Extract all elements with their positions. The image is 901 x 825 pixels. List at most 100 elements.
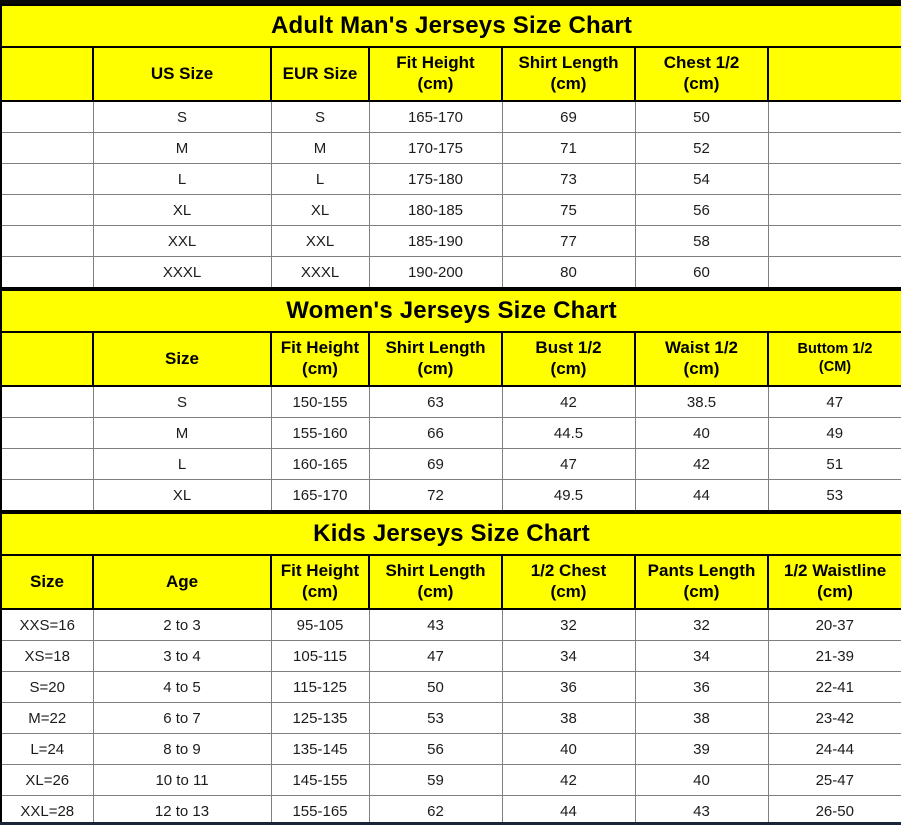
table-cell — [0, 225, 94, 257]
kids-table-title: Kids Jerseys Size Chart — [0, 512, 901, 556]
table-cell: 69 — [368, 448, 503, 480]
table-cell: 63 — [368, 385, 503, 418]
column-header-fit-height: Fit Height (cm) — [270, 331, 370, 387]
table-cell: 20-37 — [767, 608, 901, 641]
table-row: S 150-155 63 42 38.5 47 — [0, 385, 901, 418]
table-cell: M — [92, 417, 272, 449]
table-row: S=20 4 to 5 115-125 50 36 36 22-41 — [0, 671, 901, 703]
table-cell — [767, 194, 901, 226]
table-cell: 150-155 — [270, 385, 370, 418]
table-cell: 8 to 9 — [92, 733, 272, 765]
table-cell: 115-125 — [270, 671, 370, 703]
column-header-bust: Bust 1/2 (cm) — [501, 331, 636, 387]
table-row: XS=18 3 to 4 105-115 47 34 34 21-39 — [0, 640, 901, 672]
kids-size-table: Kids Jerseys Size Chart Size Age Fit Hei… — [0, 512, 901, 822]
table-row: L L 175-180 73 54 — [0, 163, 901, 195]
table-cell: 2 to 3 — [92, 608, 272, 641]
title-row: Women's Jerseys Size Chart — [0, 289, 901, 333]
table-cell: 50 — [368, 671, 503, 703]
table-cell: 34 — [501, 640, 636, 672]
header-row: Size Age Fit Height (cm) Shirt Length (c… — [0, 554, 901, 610]
table-cell: 135-145 — [270, 733, 370, 765]
table-row: M 155-160 66 44.5 40 49 — [0, 417, 901, 449]
table-cell — [767, 225, 901, 257]
table-cell: 12 to 13 — [92, 795, 272, 822]
table-row: S S 165-170 69 50 — [0, 100, 901, 133]
table-cell: S — [92, 385, 272, 418]
table-cell: 69 — [501, 100, 636, 133]
table-cell: XL — [270, 194, 370, 226]
table-cell: 77 — [501, 225, 636, 257]
table-cell: 62 — [368, 795, 503, 822]
table-cell: 170-175 — [368, 132, 503, 164]
table-cell: XXL=28 — [0, 795, 94, 822]
column-header-eur-size: EUR Size — [270, 46, 370, 102]
table-cell: XXXL — [270, 256, 370, 289]
table-cell: 38.5 — [634, 385, 769, 418]
table-cell: 47 — [368, 640, 503, 672]
table-row: XL XL 180-185 75 56 — [0, 194, 901, 226]
table-cell: 22-41 — [767, 671, 901, 703]
table-cell: 175-180 — [368, 163, 503, 195]
column-header-blank — [0, 331, 94, 387]
column-header-shirt-length: Shirt Length (cm) — [368, 331, 503, 387]
table-cell: 40 — [634, 417, 769, 449]
table-cell: 49.5 — [501, 479, 636, 512]
table-cell — [0, 163, 94, 195]
mens-size-table: Adult Man's Jerseys Size Chart US Size E… — [0, 4, 901, 289]
table-cell — [767, 100, 901, 133]
table-cell: L — [270, 163, 370, 195]
table-cell — [0, 479, 94, 512]
table-cell: 51 — [767, 448, 901, 480]
table-cell: 80 — [501, 256, 636, 289]
table-cell — [0, 100, 94, 133]
table-cell: 38 — [634, 702, 769, 734]
womens-table-title: Women's Jerseys Size Chart — [0, 289, 901, 333]
table-cell: 6 to 7 — [92, 702, 272, 734]
table-cell: 36 — [501, 671, 636, 703]
table-cell: XXL — [270, 225, 370, 257]
table-cell: 53 — [767, 479, 901, 512]
table-row: XL 165-170 72 49.5 44 53 — [0, 479, 901, 512]
table-cell: S — [270, 100, 370, 133]
table-cell: 155-160 — [270, 417, 370, 449]
table-row: M M 170-175 71 52 — [0, 132, 901, 164]
table-cell: 66 — [368, 417, 503, 449]
column-header-shirt-length: Shirt Length (cm) — [368, 554, 503, 610]
table-cell: 160-165 — [270, 448, 370, 480]
table-cell: XXXL — [92, 256, 272, 289]
table-cell: XXS=16 — [0, 608, 94, 641]
table-cell — [0, 448, 94, 480]
table-cell: L — [92, 448, 272, 480]
table-cell: 53 — [368, 702, 503, 734]
column-header-size: Size — [92, 331, 272, 387]
table-row: L=24 8 to 9 135-145 56 40 39 24-44 — [0, 733, 901, 765]
table-cell: 38 — [501, 702, 636, 734]
table-cell: 47 — [501, 448, 636, 480]
table-cell: S — [92, 100, 272, 133]
table-cell: 32 — [634, 608, 769, 641]
table-row: XXS=16 2 to 3 95-105 43 32 32 20-37 — [0, 608, 901, 641]
column-header-fit-height: Fit Height (cm) — [270, 554, 370, 610]
table-cell: XS=18 — [0, 640, 94, 672]
table-cell: 52 — [634, 132, 769, 164]
table-row: XXL XXL 185-190 77 58 — [0, 225, 901, 257]
column-header-waistline: 1/2 Waistline (cm) — [766, 554, 901, 610]
table-cell: 23-42 — [767, 702, 901, 734]
table-cell: 42 — [634, 448, 769, 480]
table-row: M=22 6 to 7 125-135 53 38 38 23-42 — [0, 702, 901, 734]
table-cell: 49 — [767, 417, 901, 449]
table-cell: M — [92, 132, 272, 164]
table-cell: M — [270, 132, 370, 164]
table-cell: 56 — [634, 194, 769, 226]
table-cell: 145-155 — [270, 764, 370, 796]
table-row: XXL=28 12 to 13 155-165 62 44 43 26-50 — [0, 795, 901, 822]
table-cell: 72 — [368, 479, 503, 512]
table-cell: 39 — [634, 733, 769, 765]
mens-table-title: Adult Man's Jerseys Size Chart — [0, 4, 901, 48]
column-header-shirt-length: Shirt Length (cm) — [501, 46, 636, 102]
table-cell: 42 — [501, 385, 636, 418]
table-row: XL=26 10 to 11 145-155 59 42 40 25-47 — [0, 764, 901, 796]
table-cell: 60 — [634, 256, 769, 289]
table-cell: 26-50 — [767, 795, 901, 822]
